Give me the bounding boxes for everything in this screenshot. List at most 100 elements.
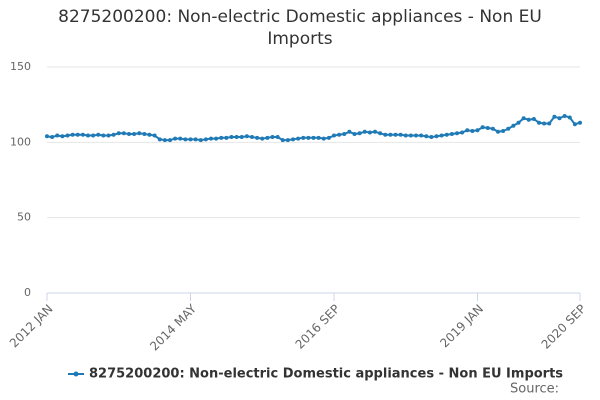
point — [352, 132, 357, 137]
point — [244, 134, 249, 139]
point — [106, 133, 111, 138]
point — [342, 132, 347, 137]
point — [526, 117, 531, 122]
point — [311, 135, 316, 140]
point — [142, 132, 147, 137]
point — [357, 131, 362, 136]
point — [470, 129, 475, 134]
chart-title: 8275200200: Non-electric Domestic applia… — [58, 7, 542, 49]
point — [496, 129, 500, 134]
point — [378, 131, 383, 136]
point — [188, 137, 193, 142]
point — [439, 133, 444, 138]
point — [506, 126, 511, 131]
x-tick-label: 2012 JAN — [7, 302, 56, 351]
point — [444, 132, 449, 137]
y-tick-label: 150 — [10, 60, 31, 73]
point — [173, 136, 178, 141]
point — [306, 135, 311, 140]
x-tick-label: 2016 SEP — [293, 302, 343, 352]
point — [475, 128, 480, 133]
point — [367, 130, 372, 135]
y-tick-label: 0 — [24, 286, 31, 299]
point — [178, 136, 183, 141]
point — [460, 130, 465, 135]
point — [347, 129, 352, 134]
point — [132, 132, 137, 137]
point — [291, 137, 295, 142]
x-tick-label: 2020 SEP — [539, 302, 589, 352]
point — [542, 121, 547, 126]
point — [455, 131, 459, 136]
point — [388, 132, 393, 137]
point — [383, 132, 388, 137]
point — [567, 115, 572, 120]
point — [552, 114, 557, 119]
point — [234, 135, 239, 140]
point — [162, 138, 167, 143]
y-tick-label: 50 — [17, 211, 31, 224]
point — [86, 133, 90, 138]
point — [265, 135, 270, 140]
y-tick-label: 100 — [10, 135, 31, 148]
point — [285, 138, 290, 143]
point — [557, 116, 562, 121]
point — [531, 116, 536, 121]
point — [465, 128, 470, 133]
point — [183, 137, 188, 142]
point — [101, 133, 106, 138]
point — [326, 135, 331, 140]
point — [393, 132, 398, 137]
point — [301, 135, 306, 140]
point — [434, 134, 439, 139]
point — [419, 133, 424, 138]
point — [373, 129, 377, 134]
point — [572, 122, 577, 127]
point — [45, 134, 49, 139]
point — [337, 132, 342, 137]
x-tick-label: 2019 JAN — [437, 302, 486, 351]
point — [408, 133, 413, 138]
point — [398, 132, 403, 137]
point — [224, 135, 229, 140]
point — [511, 123, 516, 128]
point — [332, 133, 336, 138]
point — [316, 135, 321, 140]
point — [65, 133, 70, 138]
point — [152, 133, 157, 138]
point — [547, 121, 552, 126]
point — [480, 125, 485, 130]
point — [362, 129, 367, 134]
point — [121, 131, 126, 136]
x-tick-label: 2014 MAY — [147, 301, 199, 353]
point — [250, 135, 254, 140]
point — [91, 133, 96, 138]
point — [429, 135, 434, 140]
point — [516, 120, 521, 125]
point — [214, 136, 219, 141]
point — [578, 120, 582, 125]
point — [296, 136, 301, 141]
point — [209, 136, 213, 141]
point — [137, 131, 142, 136]
source: Source: — [510, 382, 559, 397]
point — [485, 126, 490, 131]
point — [280, 138, 285, 143]
point — [75, 132, 80, 137]
point — [321, 136, 326, 141]
point — [193, 137, 198, 142]
point — [111, 132, 116, 137]
legend-label: 8275200200: Non-electric Domestic applia… — [89, 367, 563, 382]
point — [198, 138, 203, 143]
point — [275, 135, 280, 140]
point — [521, 116, 526, 121]
point — [70, 132, 75, 137]
point — [50, 135, 55, 140]
point — [147, 132, 152, 137]
point — [203, 137, 208, 142]
point — [270, 135, 275, 140]
point — [562, 113, 567, 118]
point — [260, 136, 265, 141]
point — [501, 129, 506, 134]
